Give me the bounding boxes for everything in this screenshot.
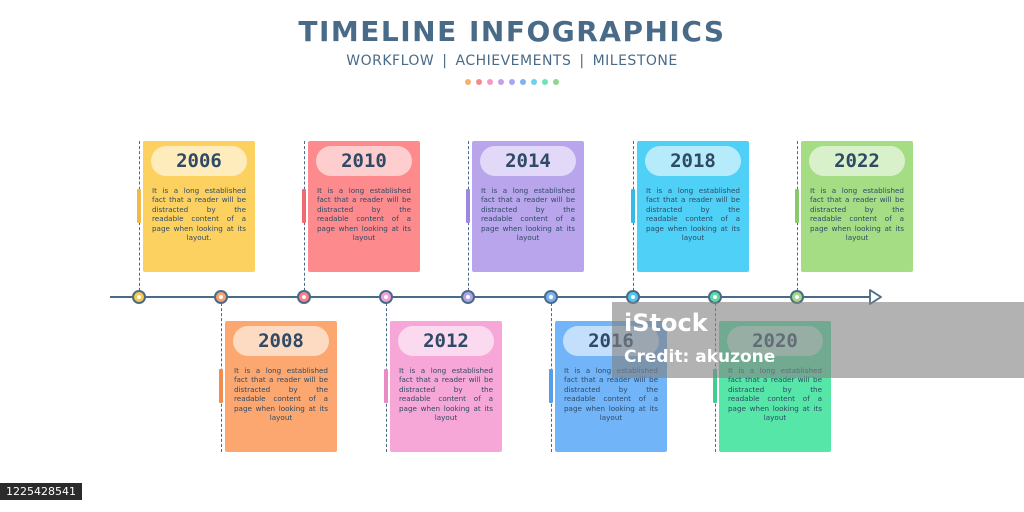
year-label: 2012 xyxy=(398,326,494,356)
milestone-description: It is a long established fact that a rea… xyxy=(646,186,740,243)
card-tab xyxy=(302,189,306,223)
year-label: 2010 xyxy=(316,146,412,176)
subtitle: WORKFLOW | ACHIEVEMENTS | MILESTONE xyxy=(0,53,1024,69)
timeline-marker xyxy=(626,290,640,304)
card-tab xyxy=(549,369,553,403)
year-label: 2006 xyxy=(151,146,247,176)
milestone-description: It is a long established fact that a rea… xyxy=(234,366,328,423)
card-tab xyxy=(466,189,470,223)
card-tab xyxy=(795,189,799,223)
subtitle-separator: | xyxy=(579,53,585,69)
color-dot xyxy=(487,79,493,85)
timeline-marker xyxy=(379,290,393,304)
milestone-description: It is a long established fact that a rea… xyxy=(564,366,658,423)
image-id-label: 1225428541 xyxy=(0,483,82,500)
milestone-description: It is a long established fact that a rea… xyxy=(399,366,493,423)
timeline-marker xyxy=(214,290,228,304)
milestone-card: 2018 It is a long established fact that a… xyxy=(637,141,749,272)
card-tab xyxy=(631,189,635,223)
timeline-marker xyxy=(461,290,475,304)
milestone-card: 2008 It is a long established fact that a… xyxy=(225,321,337,452)
color-dot xyxy=(476,79,482,85)
year-label: 2008 xyxy=(233,326,329,356)
year-label: 2022 xyxy=(809,146,905,176)
card-tab xyxy=(137,189,141,223)
milestone-card: 2014 It is a long established fact that a… xyxy=(472,141,584,272)
page-title: TIMELINE INFOGRAPHICS xyxy=(298,15,726,48)
subtitle-separator: | xyxy=(442,53,448,69)
year-label: 2014 xyxy=(480,146,576,176)
subtitle-workflow: WORKFLOW xyxy=(346,53,435,69)
milestone-card: 2012 It is a long established fact that a… xyxy=(390,321,502,452)
color-dot xyxy=(553,79,559,85)
card-tab xyxy=(384,369,388,403)
color-dots xyxy=(0,79,1024,85)
color-dot xyxy=(542,79,548,85)
watermark-credit: Credit: akuzone xyxy=(624,347,776,367)
milestone-description: It is a long established fact that a rea… xyxy=(317,186,411,243)
subtitle-achievements: ACHIEVEMENTS xyxy=(455,53,572,69)
milestone-card: 2022 It is a long established fact that a… xyxy=(801,141,913,272)
color-dot xyxy=(509,79,515,85)
milestone-card: 2006 It is a long established fact that a… xyxy=(143,141,255,272)
timeline-axis xyxy=(110,296,878,298)
milestone-description: It is a long established fact that a rea… xyxy=(152,186,246,243)
watermark-logo: iStock xyxy=(624,309,708,337)
timeline-marker xyxy=(544,290,558,304)
timeline-marker xyxy=(132,290,146,304)
color-dot xyxy=(531,79,537,85)
arrow-head-icon xyxy=(869,289,882,305)
card-tab xyxy=(219,369,223,403)
year-label: 2018 xyxy=(645,146,741,176)
color-dot xyxy=(498,79,504,85)
watermark-band xyxy=(612,302,1024,378)
milestone-card: 2010 It is a long established fact that a… xyxy=(308,141,420,272)
color-dot xyxy=(465,79,471,85)
subtitle-milestone: MILESTONE xyxy=(592,53,678,69)
timeline-marker xyxy=(297,290,311,304)
milestone-description: It is a long established fact that a rea… xyxy=(810,186,904,243)
card-tab xyxy=(713,369,717,403)
color-dot xyxy=(520,79,526,85)
milestone-description: It is a long established fact that a rea… xyxy=(481,186,575,243)
